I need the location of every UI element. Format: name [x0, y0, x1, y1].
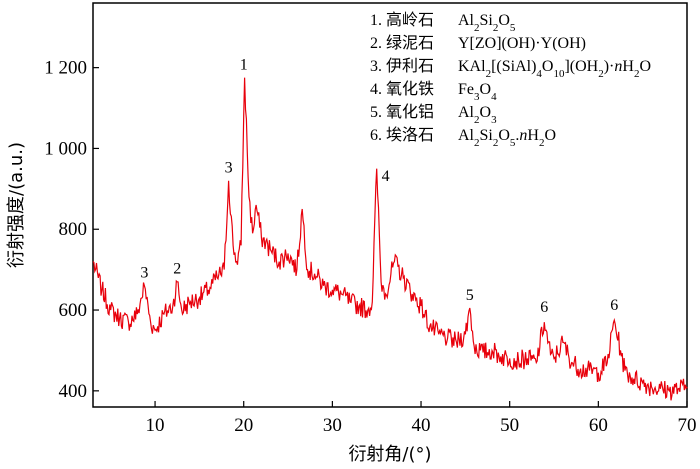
x-axis-title: 衍射角/(°): [348, 444, 431, 465]
legend-item-label: 1. 高岭石: [370, 11, 434, 29]
legend-item-formula: Fe3O4: [458, 81, 497, 103]
y-tick-label: 1 200: [44, 58, 87, 79]
peak-labels: 3 2 3 1 4 5 6 6: [140, 57, 618, 316]
x-tick-label: 20: [234, 415, 253, 436]
x-tick-label: 60: [589, 415, 608, 436]
legend-item-label: 5. 氧化铝: [370, 103, 434, 121]
legend: 1. 高岭石 Al2Si2O5 2. 绿泥石 Y[ZO](OH)·Y(OH) 3. 伊利…: [370, 11, 651, 149]
legend-item-formula: Al2Si2O5.nH2O: [458, 127, 556, 149]
x-tick-label: 10: [146, 415, 165, 436]
peak-label: 4: [382, 168, 390, 185]
y-tick-label: 800: [59, 219, 88, 240]
x-tick-label: 40: [412, 415, 431, 436]
x-tick-label: 30: [323, 415, 342, 436]
peak-label: 6: [540, 299, 548, 316]
y-tick-label: 1 000: [44, 138, 87, 159]
y-tick-label: 400: [59, 381, 88, 402]
peak-label: 3: [140, 265, 148, 282]
legend-item-label: 2. 绿泥石: [370, 34, 434, 52]
legend-item-label: 4. 氧化铁: [370, 80, 434, 98]
peak-label: 3: [225, 160, 233, 177]
peak-label: 2: [173, 261, 181, 278]
y-tick-label: 600: [59, 300, 88, 321]
y-axis-title: 衍射强度/(a.u.): [6, 142, 27, 268]
legend-item-formula: Al2Si2O5: [458, 12, 516, 34]
x-tick-label: 50: [500, 415, 519, 436]
plot-frame: [92, 2, 688, 408]
legend-item-formula: Al2O3: [458, 104, 497, 126]
peak-label: 1: [240, 57, 248, 74]
legend-item-label: 3. 伊利石: [370, 57, 434, 75]
legend-item-label: 6. 埃洛石: [370, 126, 434, 144]
peak-label: 5: [466, 287, 474, 304]
legend-item-formula: Y[ZO](OH)·Y(OH): [458, 35, 586, 52]
y-axis: 400 600 800 1 000 1 200: [44, 58, 99, 402]
series-line: [92, 77, 688, 401]
peak-label: 6: [610, 297, 618, 314]
legend-item-formula: KAl2[(SiAl)4O10](OH2)·nH2O: [458, 58, 651, 80]
x-tick-label: 70: [678, 415, 697, 436]
x-axis: 10 20 30 40 50 60 70: [146, 401, 697, 436]
